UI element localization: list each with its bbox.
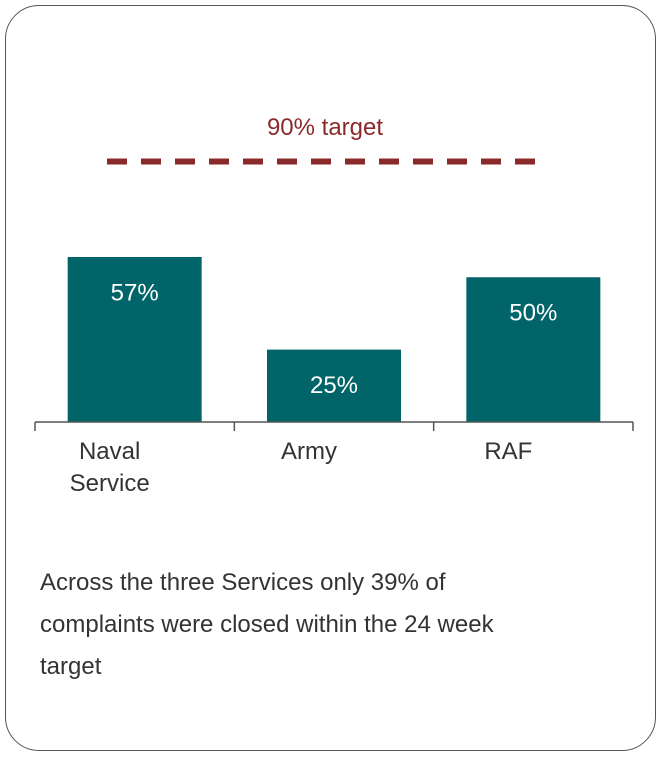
target-label: 90% target bbox=[267, 114, 383, 141]
value-label: 25% bbox=[310, 372, 358, 399]
bar bbox=[67, 256, 202, 422]
bar bbox=[466, 277, 601, 422]
x-tick-label: RAF bbox=[484, 438, 533, 465]
bar bbox=[267, 349, 401, 422]
card bbox=[5, 5, 656, 751]
value-label: 57% bbox=[111, 279, 159, 306]
value-label: 50% bbox=[509, 300, 557, 327]
note: Across the three Services only 39% of co… bbox=[40, 569, 494, 680]
x-tick-label: Naval Service bbox=[69, 438, 150, 497]
x-tick-label: Army bbox=[281, 438, 337, 465]
